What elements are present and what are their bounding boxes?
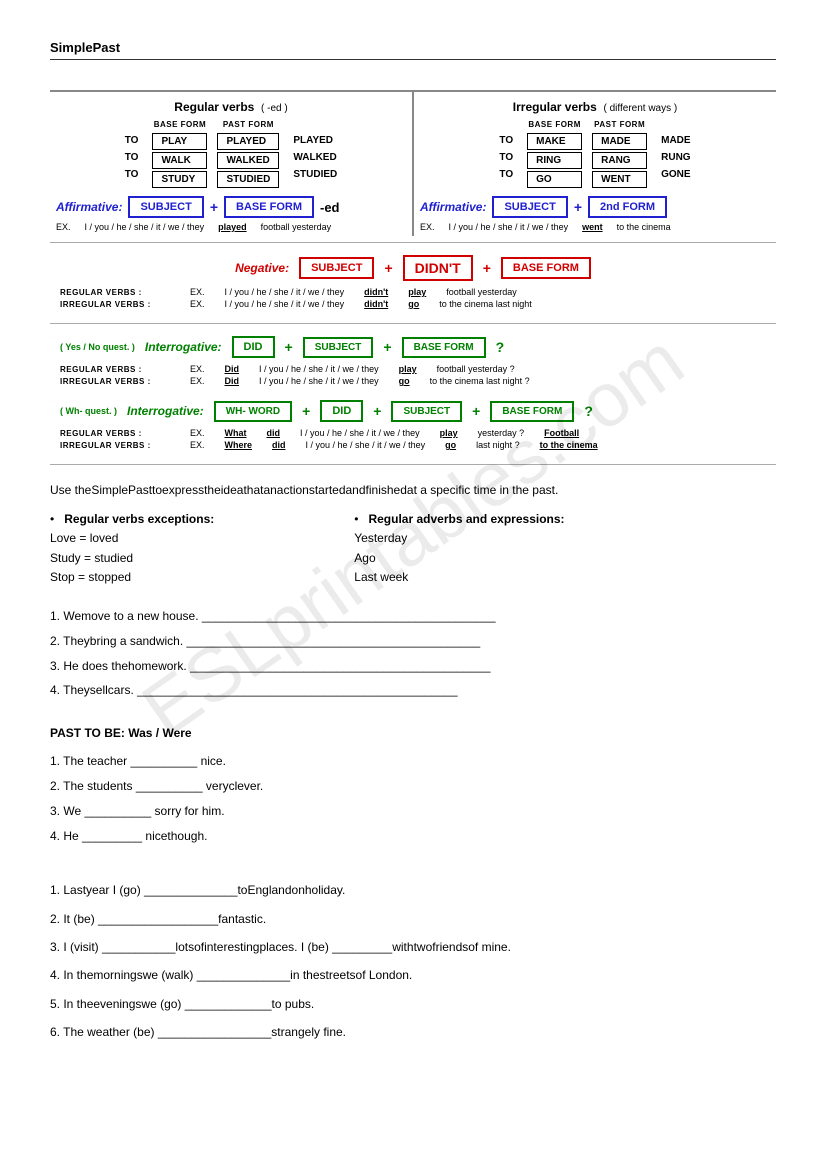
notes-columns: • Regular verbs exceptions: Love = loved… xyxy=(50,510,776,587)
irregular-column: Irregular verbs ( different ways ) TO TO… xyxy=(414,92,776,236)
regular-column: Regular verbs ( -ed ) TO TO TO BASE FORM… xyxy=(50,92,414,236)
affirmative-label: Affirmative: xyxy=(56,200,122,214)
exercise-1: 1. Wemove to a new house. ______________… xyxy=(50,605,776,702)
interrogative-wh: ( Wh- quest. ) Interrogative: WH- WORD +… xyxy=(50,394,776,458)
irregular-title: Irregular verbs ( different ways ) xyxy=(420,100,770,114)
verb-forms-table: Regular verbs ( -ed ) TO TO TO BASE FORM… xyxy=(50,90,776,236)
regular-title: Regular verbs ( -ed ) xyxy=(56,100,406,114)
page-title: SimplePast xyxy=(50,40,776,60)
explanation: Use theSimplePasttoexpresstheideathatana… xyxy=(50,481,776,500)
negative-section: Negative: SUBJECT + DIDN'T + BASE FORM R… xyxy=(50,249,776,317)
interrogative-yesno: ( Yes / No quest. ) Interrogative: DID +… xyxy=(50,330,776,394)
exercise-3: 1. Lastyear I (go) ______________toEngla… xyxy=(50,877,776,1045)
exercise-2: 1. The teacher __________ nice. 2. The s… xyxy=(50,750,776,847)
past-to-be-head: PAST TO BE: Was / Were xyxy=(50,726,776,740)
